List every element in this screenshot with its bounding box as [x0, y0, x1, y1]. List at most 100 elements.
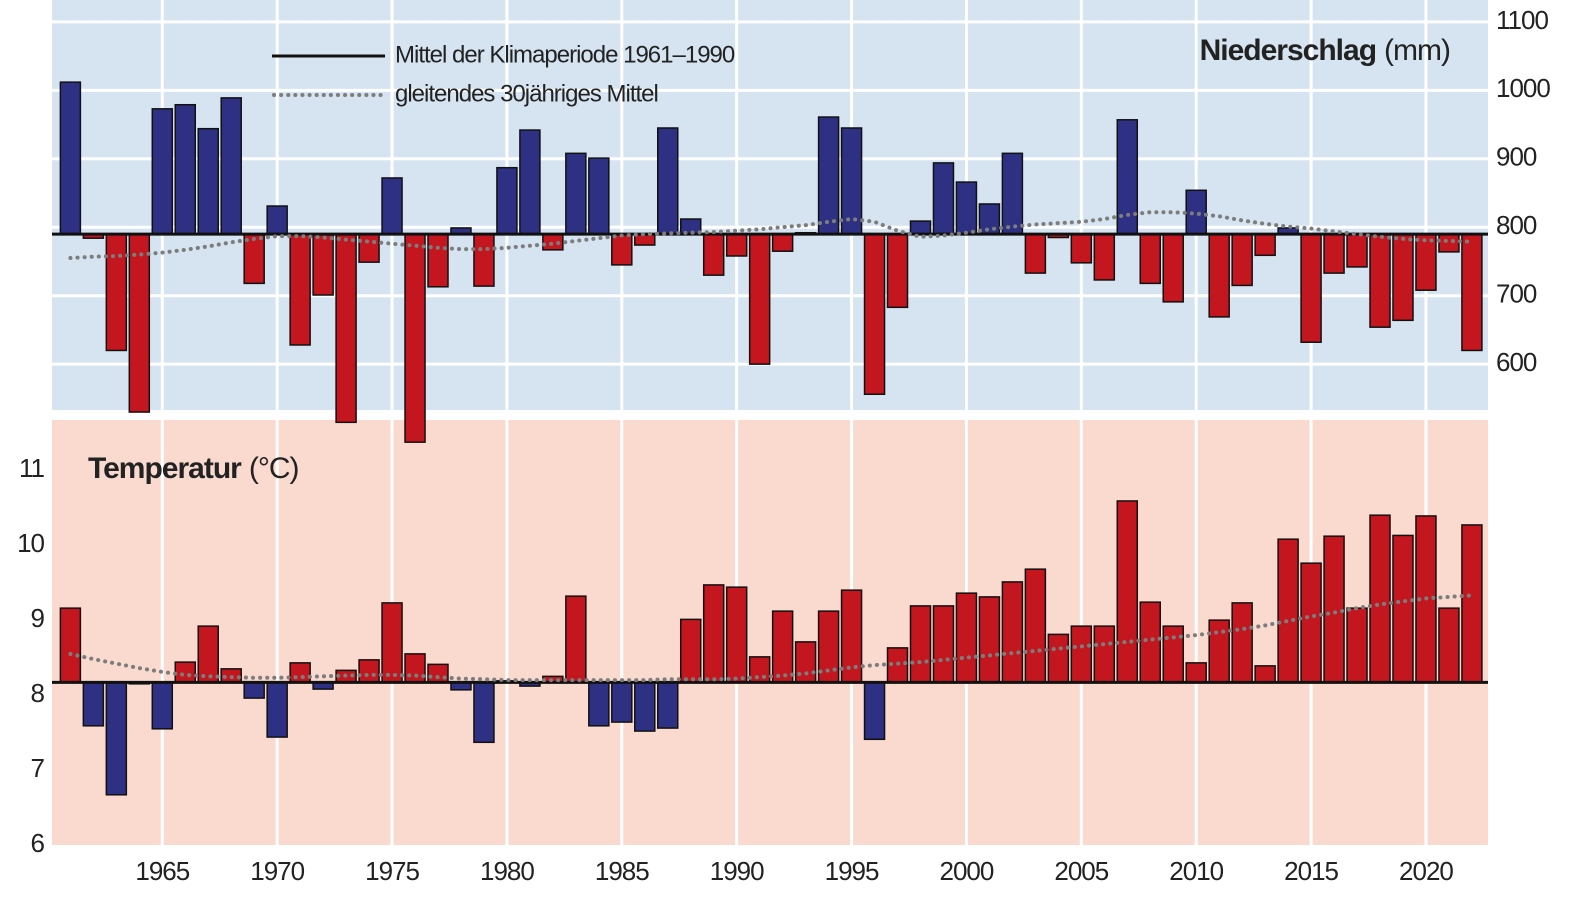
y-tick-label: 7: [31, 753, 45, 783]
bar: [1461, 233, 1483, 352]
bar: [863, 681, 886, 741]
title-unit: (mm): [1384, 34, 1450, 67]
bar: [473, 233, 495, 287]
x-tick-label: 2020: [1399, 856, 1453, 886]
y-tick-label: 700: [1496, 279, 1537, 309]
y-tick-label: 10: [17, 528, 44, 558]
bar: [1162, 625, 1184, 684]
bar: [978, 203, 1001, 235]
bar: [335, 233, 357, 424]
bar: [358, 233, 380, 263]
y-tick-label: 1000: [1496, 73, 1550, 103]
bar: [1231, 233, 1253, 287]
bar: [1254, 233, 1276, 257]
bar: [748, 656, 771, 684]
x-tick-label: 1980: [480, 856, 534, 886]
bar: [1231, 602, 1253, 684]
bar: [1415, 233, 1437, 291]
bar: [1369, 233, 1391, 328]
bar: [381, 177, 403, 235]
bar: [955, 181, 978, 235]
bar: [886, 233, 909, 309]
bar: [1047, 633, 1070, 684]
bar: [909, 220, 932, 235]
bar: [59, 607, 82, 684]
bar: [197, 127, 219, 235]
bar: [840, 589, 863, 684]
bar: [289, 662, 311, 684]
bar: [771, 610, 794, 684]
bar: [771, 233, 794, 252]
bar: [151, 108, 174, 235]
bar: [1070, 625, 1093, 684]
bar: [358, 659, 380, 684]
bar: [1208, 233, 1230, 318]
legend-label: gleitendes 30jähriges Mittel: [395, 80, 658, 107]
bar: [679, 618, 702, 684]
bar: [978, 596, 1001, 684]
bar: [817, 116, 840, 235]
bar: [1277, 538, 1299, 684]
bar: [243, 681, 265, 699]
chart-title: Temperatur (°C): [88, 452, 298, 485]
bar: [1392, 534, 1414, 684]
bar: [427, 233, 449, 288]
bar: [588, 157, 610, 235]
bar: [82, 681, 105, 727]
bar: [909, 605, 932, 684]
title-main: Niederschlag: [1200, 34, 1376, 67]
bar: [955, 592, 978, 684]
bar: [1438, 233, 1460, 253]
bar: [725, 586, 748, 684]
bar: [174, 661, 197, 684]
moving-average-line: [68, 593, 1474, 683]
bar: [105, 681, 128, 796]
y-tick-label: 1100: [1496, 5, 1548, 35]
bar: [1093, 233, 1116, 281]
x-tick-label: 1975: [365, 856, 419, 886]
bar: [312, 233, 334, 296]
bar: [634, 681, 656, 732]
bar: [611, 681, 633, 723]
title-unit: (°C): [249, 452, 299, 485]
bar: [1208, 619, 1230, 684]
bar: [220, 97, 242, 235]
bar: [59, 81, 82, 235]
bar: [1346, 607, 1368, 684]
bar: [404, 653, 426, 684]
bar: [128, 233, 151, 413]
bar: [1024, 568, 1047, 684]
overlays: 600 700 800 900 1000 1100 Niederschlag (mm) Mitt…: [17, 5, 1551, 886]
bar: [794, 641, 817, 684]
bar: [473, 681, 495, 744]
bar: [748, 233, 771, 365]
bar: [197, 625, 219, 684]
bar: [1185, 189, 1207, 235]
x-tick-label: 2000: [940, 856, 994, 886]
x-tick-label: 1985: [595, 856, 649, 886]
bar: [1093, 625, 1116, 684]
y-tick-label: 800: [1496, 210, 1537, 240]
bar: [496, 166, 518, 235]
bar: [932, 605, 955, 684]
x-tick-label: 2005: [1054, 856, 1108, 886]
bar: [404, 233, 426, 443]
chart-title: Niederschlag (mm): [1200, 34, 1450, 67]
bar: [932, 162, 955, 235]
bar: [588, 681, 610, 727]
bar: [266, 205, 288, 235]
bar: [634, 233, 656, 246]
x-tick-label: 1970: [250, 856, 304, 886]
bar: [565, 152, 587, 235]
bar: [1001, 152, 1024, 235]
bar: [863, 233, 886, 396]
bar: [381, 602, 403, 684]
bar: [565, 595, 587, 684]
bar: [1116, 500, 1139, 684]
bar: [1139, 601, 1162, 684]
bar: [427, 663, 449, 684]
bar: [1369, 514, 1391, 684]
bar: [702, 584, 725, 684]
x-tick-label: 1965: [135, 856, 189, 886]
